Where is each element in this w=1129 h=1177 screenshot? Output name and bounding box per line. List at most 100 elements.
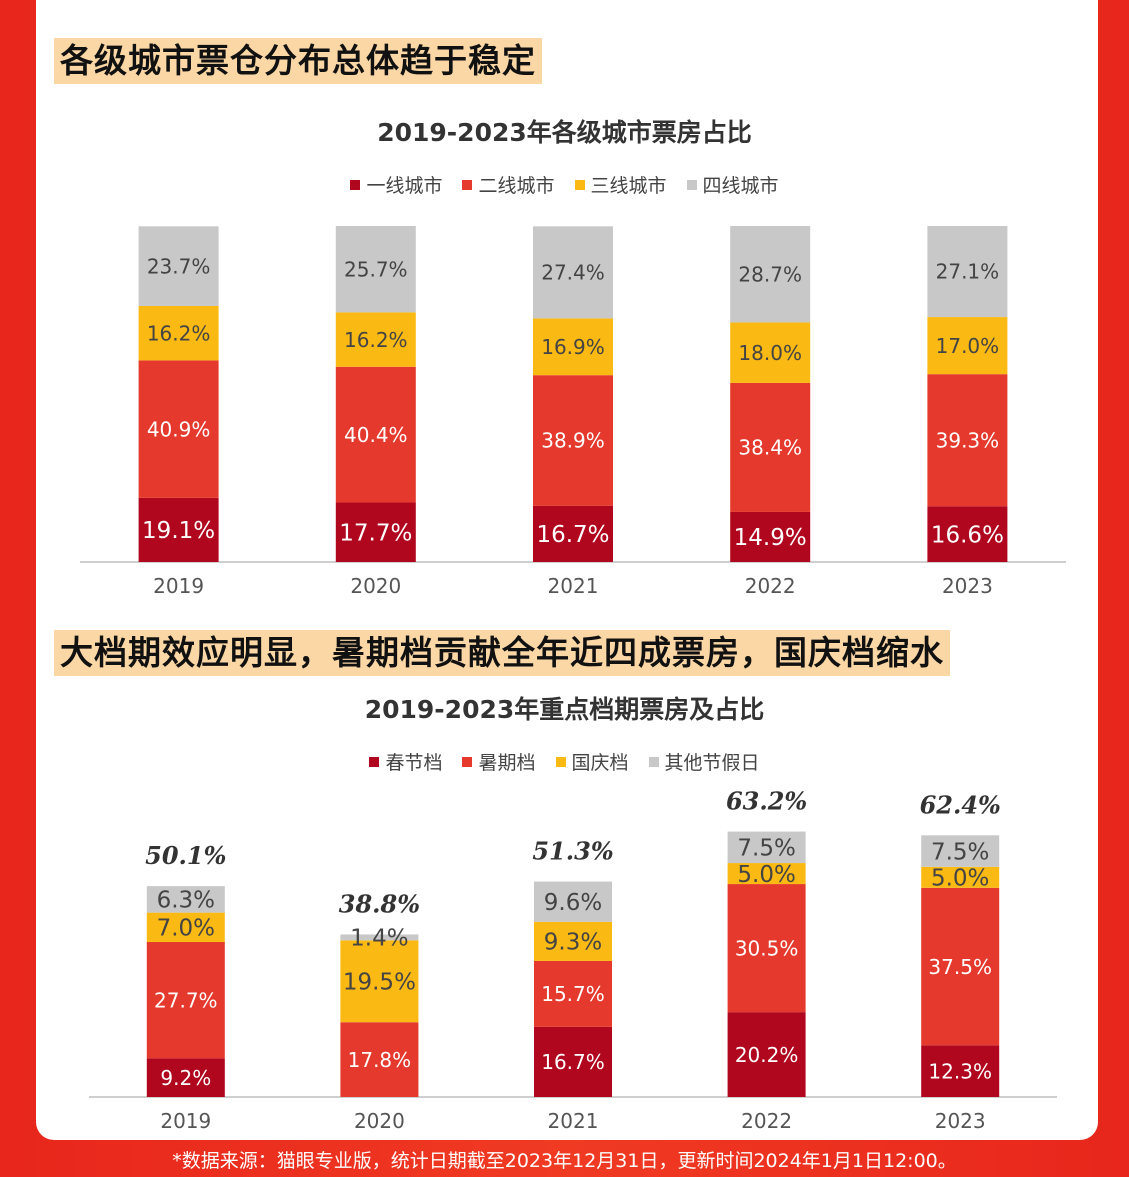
legend-swatch (462, 179, 473, 190)
data-label: 27.7% (154, 988, 218, 1012)
chart2-plot: 9.2% 27.7% 7.0%6.3% 50.1% 2019 17.8% 19.5% 1.4%… (89, 787, 1057, 1133)
legend-label: 三线城市 (590, 175, 667, 197)
bar-segment (138, 497, 219, 562)
data-label: 5.0% (931, 866, 989, 892)
bar-segment (340, 940, 419, 1023)
data-label: 28.7% (738, 262, 802, 286)
legend-item: 一线城市 (350, 171, 442, 198)
data-label: 27.4% (541, 261, 605, 285)
bar-segment (533, 226, 613, 319)
x-tick-label: 2023 (942, 574, 993, 598)
bar-segment (921, 866, 1000, 888)
x-tick-label: 2021 (548, 1109, 599, 1133)
total-label: 50.1% (145, 841, 226, 870)
bar-segment (534, 960, 612, 1027)
data-label: 14.9% (734, 525, 807, 551)
chart2-legend: 春节档 暑期档 国庆档 其他节假日 (0, 748, 1129, 775)
bar-segment (146, 886, 225, 913)
x-tick-label: 2023 (935, 1109, 986, 1133)
data-label: 40.9% (147, 417, 211, 441)
legend-item: 四线城市 (686, 171, 779, 198)
bar-segment (138, 360, 219, 498)
bar-segment (927, 506, 1008, 562)
data-label: 16.2% (147, 321, 211, 345)
bar-segment (730, 511, 811, 562)
bar-segment (340, 934, 419, 941)
chart1-legend: 一线城市 二线城市 三线城市 四线城市 (0, 171, 1129, 198)
data-label: 30.5% (735, 936, 799, 960)
data-label: 23.7% (147, 254, 211, 278)
chart1-title: 2019-2023年各级城市票房占比 (377, 118, 752, 147)
data-label: 9.2% (160, 1066, 211, 1090)
bar-segment (730, 322, 811, 383)
data-label: 17.0% (936, 334, 1000, 358)
bar-segment (340, 1022, 419, 1097)
x-tick-label: 2019 (160, 1109, 211, 1133)
bar-segment (927, 317, 1008, 375)
data-label: 15.7% (541, 982, 605, 1006)
data-label: 38.4% (738, 436, 802, 460)
bar-segment (921, 835, 1000, 867)
section1-headline: 各级城市票仓分布总体趋于稳定 (54, 38, 542, 84)
total-label: 38.8% (339, 889, 420, 918)
legend-label: 暑期档 (478, 752, 536, 774)
data-label: 19.5% (343, 970, 416, 996)
bar-segment (727, 863, 806, 885)
bar-segment (335, 312, 416, 367)
legend-swatch (555, 756, 566, 767)
section2-headline: 大档期效应明显，暑期档贡献全年近四成票房，国庆档缩水 (54, 630, 950, 676)
data-label: 6.3% (157, 888, 215, 914)
data-label: 9.6% (544, 890, 602, 916)
data-label: 16.6% (931, 522, 1004, 548)
x-tick-label: 2022 (741, 1109, 792, 1133)
legend-item: 三线城市 (574, 171, 667, 198)
legend-label: 一线城市 (366, 175, 443, 197)
legend-label: 国庆档 (571, 752, 629, 774)
data-label: 37.5% (928, 955, 992, 979)
bar-segment (921, 887, 1000, 1046)
bar-segment (921, 1045, 1000, 1097)
legend-swatch (574, 179, 585, 190)
bar-segment (146, 1058, 225, 1097)
bar-segment (138, 305, 219, 361)
x-tick-label: 2022 (745, 574, 796, 598)
bar-segment (335, 366, 416, 503)
data-label: 18.0% (738, 341, 802, 365)
data-label: 16.7% (541, 1050, 605, 1074)
bar-segment (335, 502, 416, 562)
total-label: 62.4% (920, 790, 1001, 819)
legend-swatch (686, 179, 697, 190)
data-source-footnote: *数据来源：猫眼专业版，统计日期截至2023年12月31日，更新时间2024年1… (172, 1150, 957, 1172)
data-label: 25.7% (344, 257, 408, 281)
data-label: 17.7% (339, 521, 412, 547)
legend-item: 其他节假日 (648, 748, 760, 775)
data-label: 20.2% (735, 1043, 799, 1067)
chart2-title: 2019-2023年重点档期票房及占比 (364, 695, 765, 724)
legend-item: 国庆档 (555, 748, 629, 775)
total-label: 51.3% (532, 837, 613, 866)
bar-segment (727, 884, 806, 1013)
data-label: 27.1% (936, 260, 1000, 284)
bar-segment (146, 942, 225, 1059)
bar-segment (927, 374, 1008, 507)
chart1-plot: 19.1% 40.9% 16.2% 23.7% 2019 17.7% 40.4% 16.2% 2… (80, 226, 1066, 598)
legend-item: 二线城市 (462, 171, 555, 198)
bar-segment (730, 382, 811, 512)
legend-label: 二线城市 (478, 175, 555, 197)
data-label: 39.3% (936, 428, 1000, 452)
bar-segment (534, 1026, 612, 1097)
bar-segment (146, 912, 225, 943)
data-label: 17.8% (348, 1048, 412, 1072)
data-label: 5.0% (737, 862, 795, 888)
legend-swatch (462, 756, 473, 767)
data-label: 9.3% (544, 930, 602, 956)
data-label: 19.1% (142, 518, 215, 544)
bar-segment (534, 881, 612, 922)
legend-item: 春节档 (369, 748, 442, 775)
bar-segment (534, 921, 612, 961)
data-label: 38.9% (541, 429, 605, 453)
bar-segment (138, 226, 219, 306)
bar-segment (335, 226, 416, 313)
data-label: 16.9% (541, 335, 605, 359)
bar-segment (727, 831, 806, 864)
